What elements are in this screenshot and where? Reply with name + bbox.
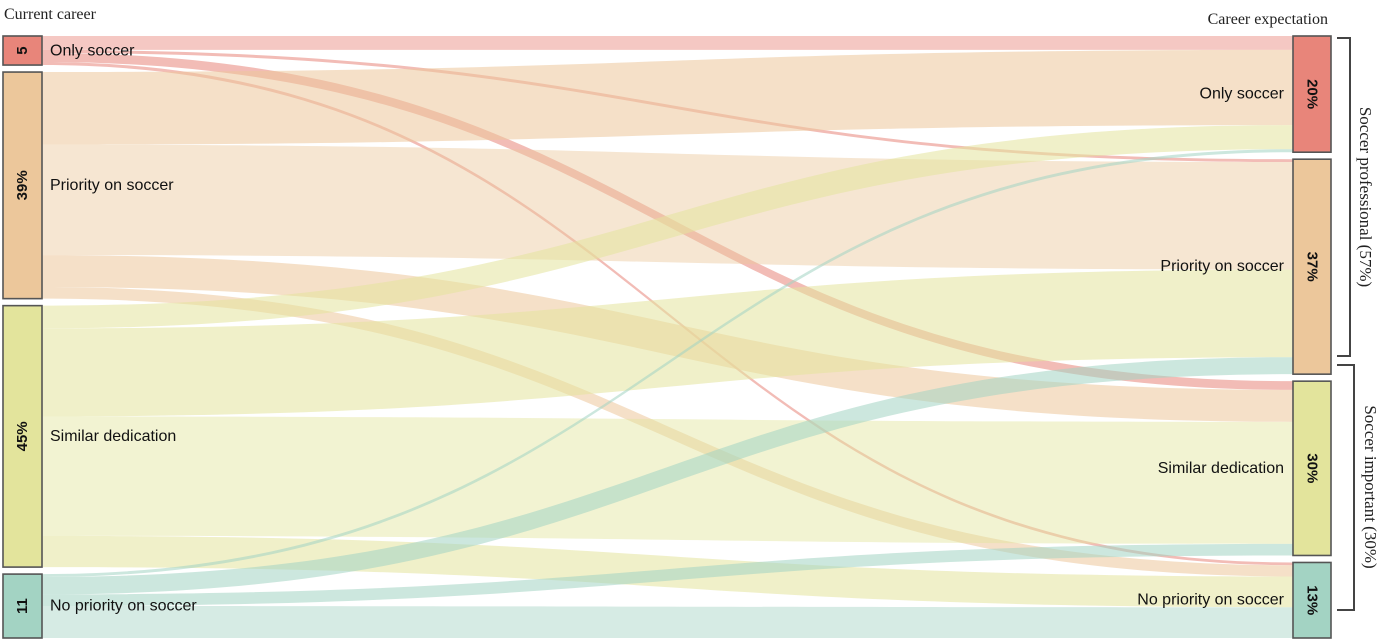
flow-nop-to-sim — [42, 543, 1293, 607]
flow-sim-to-only — [42, 125, 1293, 329]
flow-prio-to-nop — [42, 287, 1293, 577]
left-node-sim — [2, 304, 43, 568]
right-node-only-label: Only soccer — [1200, 86, 1285, 103]
left-node-only-label: Only soccer — [50, 43, 135, 60]
right-node-prio-label: Priority on soccer — [1160, 258, 1284, 275]
left-node-only — [2, 35, 43, 66]
left-node-prio — [2, 71, 43, 300]
flows-layer — [42, 36, 1293, 638]
labels-layer: 5 Only soccer 39% Priority on soccer 45% Simi… — [14, 43, 1321, 616]
left-node-sim-value: 45% — [14, 421, 31, 451]
flow-nop-to-nop — [42, 606, 1293, 638]
flow-nop-to-only — [42, 149, 1293, 577]
flow-only-to-only — [42, 36, 1293, 50]
left-header: Current career — [4, 6, 97, 23]
right-node-sim-value: 30% — [1304, 453, 1321, 483]
group-bracket-professional — [1337, 37, 1351, 357]
right-node-prio-value: 37% — [1304, 252, 1321, 282]
right-node-only — [1292, 35, 1332, 153]
right-node-nop-label: No priority on soccer — [1137, 592, 1284, 609]
right-node-prio — [1292, 158, 1332, 375]
right-header: Career expectation — [1208, 11, 1328, 28]
left-node-sim-label: Similar dedication — [50, 428, 176, 445]
right-node-only-value: 20% — [1304, 79, 1321, 109]
left-node-nop-label: No priority on soccer — [50, 598, 197, 615]
left-node-prio-label: Priority on soccer — [50, 177, 174, 194]
nodes-layer — [2, 35, 1332, 639]
flow-sim-to-prio — [42, 269, 1293, 417]
flow-prio-to-prio — [42, 144, 1293, 270]
group-bracket-important — [1337, 364, 1355, 611]
group-label-professional: Soccer professional (57%) — [1356, 107, 1375, 287]
left-node-nop — [2, 573, 43, 639]
flow-nop-to-prio — [42, 357, 1293, 595]
left-node-nop-value: 11 — [14, 598, 31, 614]
right-node-sim — [1292, 380, 1332, 557]
left-node-only-value: 5 — [14, 46, 31, 54]
right-node-sim-label: Similar dedication — [1158, 460, 1284, 477]
group-label-important: Soccer important (30%) — [1361, 405, 1380, 568]
right-node-nop — [1292, 561, 1332, 639]
flow-prio-to-only — [42, 49, 1293, 145]
left-node-prio-value: 39% — [14, 170, 31, 200]
right-node-nop-value: 13% — [1304, 585, 1321, 615]
